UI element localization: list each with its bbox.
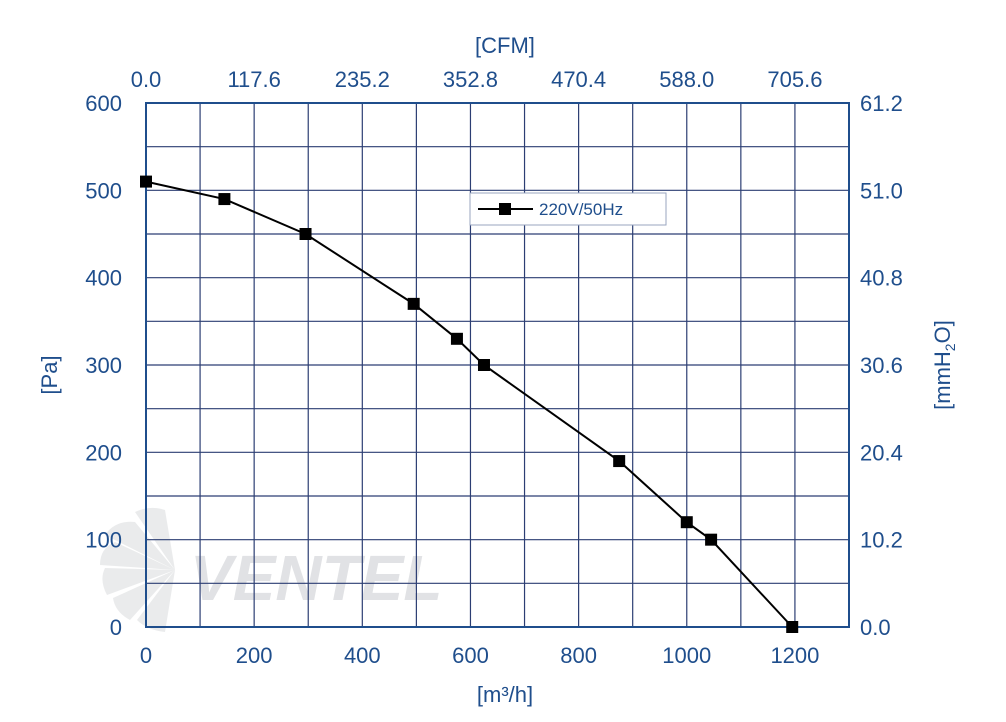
legend-marker [499,203,511,215]
data-point [613,455,626,468]
data-point [450,332,463,345]
data-point [786,621,799,633]
data-point [705,533,718,546]
x2-tick-label: 352.8 [443,67,498,92]
legend-label: 220V/50Hz [539,200,623,219]
y-tick-label: 600 [85,91,122,116]
y-axis-left: 0 100 200 300 400 500 600 [85,91,122,640]
data-point [140,175,152,188]
data-point [477,359,490,371]
data-point [680,516,693,529]
series-line [145,180,793,628]
y2-tick-label: 10.2 [860,528,903,553]
watermark-text: VENTEL [190,542,442,614]
y2-tick-label: 61.2 [860,91,903,116]
y-axis-right: 0.0 10.2 20.4 30.6 40.8 51.0 61.2 [860,91,903,640]
x2-tick-label: 588.0 [659,67,714,92]
x2-tick-label: 705.6 [767,67,822,92]
legend: 220V/50Hz [469,192,667,226]
x2-tick-label: 0.0 [131,67,162,92]
y-axis-title: [Pa] [37,355,62,394]
x-tick-label: 400 [344,643,381,668]
series-group [140,175,799,633]
y2-tick-label: 40.8 [860,266,903,291]
y2-tick-label: 51.0 [860,178,903,203]
data-point [407,297,420,310]
y-tick-label: 0 [110,615,122,640]
y2-tick-label: 0.0 [860,615,891,640]
data-point [218,193,231,206]
x2-tick-label: 235.2 [335,67,390,92]
y-tick-label: 300 [85,353,122,378]
x2-axis-title: [CFM] [475,33,535,58]
fan-logo-icon [100,507,175,632]
y2-tick-label: 20.4 [860,440,903,465]
x-tick-label: 800 [560,643,597,668]
x-tick-label: 1200 [770,643,819,668]
y-tick-label: 400 [85,266,122,291]
watermark: VENTEL [100,507,442,632]
x-tick-label: 200 [236,643,273,668]
plot-frame [145,102,850,628]
data-point [299,228,312,240]
y-tick-label: 200 [85,440,122,465]
y2-tick-label: 30.6 [860,353,903,378]
x-axis-bottom: 0 200 400 600 800 1000 1200 [140,643,820,668]
legend-box [469,192,667,226]
x2-tick-label: 117.6 [227,67,280,92]
x-tick-label: 0 [140,643,152,668]
grid-lines [146,103,849,627]
x-tick-label: 600 [452,643,489,668]
y-tick-label: 100 [85,528,122,553]
y2-axis-title: [mmH2O] [930,320,958,410]
x-axis-title: [m³/h] [477,682,533,707]
x2-tick-label: 470.4 [551,67,606,92]
y-tick-label: 500 [85,178,122,203]
x-tick-label: 1000 [662,643,711,668]
x-axis-top: 0.0 117.6 235.2 352.8 470.4 588.0 705.6 [131,67,823,92]
